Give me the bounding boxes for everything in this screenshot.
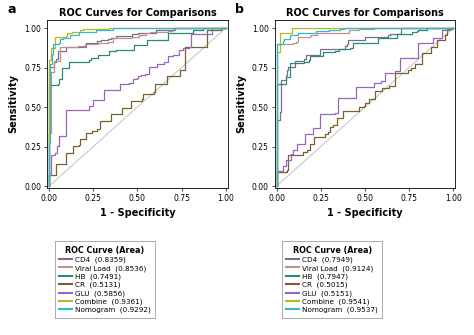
Text: a: a	[8, 3, 16, 16]
Legend: CD4  (0.8359), Viral Load  (0.8536), HB  (0.7491), CR  (0.5131), GLU  (0.5856), : CD4 (0.8359), Viral Load (0.8536), HB (0…	[55, 242, 155, 318]
Text: b: b	[235, 3, 244, 16]
Y-axis label: Sensitivity: Sensitivity	[236, 74, 246, 133]
Title: ROC Curves for Comparisons: ROC Curves for Comparisons	[286, 8, 444, 18]
Legend: CD4  (0.7949), Viral Load  (0.9124), HB  (0.7947), CR  (0.5015), GLU  (0.5151), : CD4 (0.7949), Viral Load (0.9124), HB (0…	[282, 242, 383, 318]
Y-axis label: Sensitivity: Sensitivity	[9, 74, 18, 133]
Title: ROC Curves for Comparisons: ROC Curves for Comparisons	[59, 8, 216, 18]
X-axis label: 1 - Specificity: 1 - Specificity	[327, 208, 403, 218]
X-axis label: 1 - Specificity: 1 - Specificity	[100, 208, 175, 218]
